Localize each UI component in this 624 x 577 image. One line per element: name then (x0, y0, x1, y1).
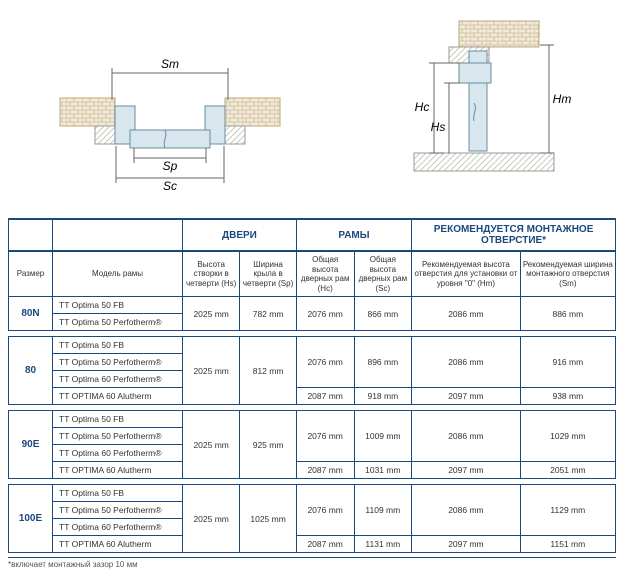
label-hs: Hs (431, 120, 446, 134)
model-cell: TT Optima 50 Perfotherm® (53, 354, 183, 371)
sc-cell: 1009 mm (354, 411, 412, 462)
header-doors: ДВЕРИ (183, 219, 297, 251)
model-cell: TT OPTIMA 60 Alutherm (53, 462, 183, 479)
header-blank1 (9, 219, 53, 251)
table-row: TT OPTIMA 60 Alutherm 2087 mm918 mm2097 m… (9, 388, 616, 405)
size-cell: 90E (9, 411, 53, 479)
label-hc: Hc (415, 100, 430, 114)
header-opening: РЕКОМЕНДУЕТСЯ МОНТАЖНОЕ ОТВЕРСТИЕ* (412, 219, 616, 251)
model-cell: TT Optima 50 FB (53, 411, 183, 428)
table-row: 80TT Optima 50 FB2025 mm812 mm2076 mm896… (9, 337, 616, 354)
sc-cell: 1031 mm (354, 462, 412, 479)
sm-cell: 886 mm (520, 297, 615, 331)
label-sc: Sc (163, 179, 177, 193)
label-sp: Sp (163, 159, 178, 173)
model-cell: TT Optima 60 Perfotherm® (53, 445, 183, 462)
header-sub-row: Размер Модель рамы Высота створки в четв… (9, 251, 616, 297)
header-hm: Рекомендуемая высота отверстия для устан… (412, 251, 521, 297)
sm-cell: 916 mm (520, 337, 615, 388)
table-row: 80NTT Optima 50 FB2025 mm782 mm2076 mm86… (9, 297, 616, 314)
header-hs: Высота створки в четверти (Hs) (183, 251, 240, 297)
hc-cell: 2076 mm (296, 411, 354, 462)
hm-cell: 2086 mm (412, 411, 521, 462)
hc-cell: 2087 mm (296, 388, 354, 405)
model-cell: TT Optima 60 Perfotherm® (53, 371, 183, 388)
hc-cell: 2087 mm (296, 462, 354, 479)
label-sm: Sm (161, 57, 179, 71)
model-cell: TT OPTIMA 60 Alutherm (53, 536, 183, 553)
sm-cell: 2051 mm (520, 462, 615, 479)
model-cell: TT Optima 50 Perfotherm® (53, 314, 183, 331)
hc-cell: 2076 mm (296, 485, 354, 536)
diagram-section: Hc Hs Hm (374, 13, 574, 203)
label-hm: Hm (553, 92, 572, 106)
diagrams-row: Sm Sp Sc Hc (8, 8, 616, 208)
hc-cell: 2076 mm (296, 337, 354, 388)
model-cell: TT Optima 50 Perfotherm® (53, 428, 183, 445)
model-cell: TT Optima 50 Perfotherm® (53, 502, 183, 519)
model-cell: TT Optima 60 Perfotherm® (53, 519, 183, 536)
table-row: 90ETT Optima 50 FB2025 mm925 mm2076 mm10… (9, 411, 616, 428)
model-cell: TT Optima 50 FB (53, 297, 183, 314)
model-cell: TT Optima 50 FB (53, 485, 183, 502)
footnote: *включает монтажный зазор 10 мм (8, 557, 616, 569)
diagram-plan-svg: Sm Sp Sc (50, 18, 290, 198)
hm-cell: 2086 mm (412, 337, 521, 388)
table-row: TT OPTIMA 60 Alutherm 2087 mm1131 mm2097 … (9, 536, 616, 553)
table-body: 80NTT Optima 50 FB2025 mm782 mm2076 mm86… (9, 297, 616, 553)
sm-cell: 1151 mm (520, 536, 615, 553)
sm-cell: 1129 mm (520, 485, 615, 536)
sc-cell: 1131 mm (354, 536, 412, 553)
hm-cell: 2097 mm (412, 462, 521, 479)
hs-cell: 2025 mm (183, 297, 240, 331)
hs-cell: 2025 mm (183, 485, 240, 553)
model-cell: TT OPTIMA 60 Alutherm (53, 388, 183, 405)
table-row: 100ETT Optima 50 FB2025 mm1025 mm2076 mm… (9, 485, 616, 502)
diagram-section-svg: Hc Hs Hm (374, 13, 574, 203)
hc-cell: 2076 mm (296, 297, 354, 331)
header-hc: Общая высота дверных рам (Hc) (296, 251, 354, 297)
sc-cell: 918 mm (354, 388, 412, 405)
dimensions-table: ДВЕРИ РАМЫ РЕКОМЕНДУЕТСЯ МОНТАЖНОЕ ОТВЕР… (8, 218, 616, 553)
sm-cell: 938 mm (520, 388, 615, 405)
header-group-row: ДВЕРИ РАМЫ РЕКОМЕНДУЕТСЯ МОНТАЖНОЕ ОТВЕР… (9, 219, 616, 251)
sp-cell: 812 mm (240, 337, 296, 405)
hs-cell: 2025 mm (183, 411, 240, 479)
header-sm: Рекомендуемая ширина монтажного отверсти… (520, 251, 615, 297)
header-frames: РАМЫ (296, 219, 411, 251)
hm-cell: 2097 mm (412, 536, 521, 553)
header-sp: Ширина крыла в четверти (Sp) (240, 251, 296, 297)
header-model: Модель рамы (53, 251, 183, 297)
hm-cell: 2086 mm (412, 485, 521, 536)
sm-cell: 1029 mm (520, 411, 615, 462)
table-row: TT OPTIMA 60 Alutherm 2087 mm1031 mm2097 … (9, 462, 616, 479)
sc-cell: 866 mm (354, 297, 412, 331)
size-cell: 80 (9, 337, 53, 405)
header-sc: Общая высота дверных рам (Sc) (354, 251, 412, 297)
diagram-plan: Sm Sp Sc (50, 18, 290, 198)
hm-cell: 2097 mm (412, 388, 521, 405)
sc-cell: 896 mm (354, 337, 412, 388)
size-cell: 100E (9, 485, 53, 553)
model-cell: TT Optima 50 FB (53, 337, 183, 354)
hs-cell: 2025 mm (183, 337, 240, 405)
sp-cell: 925 mm (240, 411, 296, 479)
sp-cell: 1025 mm (240, 485, 296, 553)
header-blank2 (53, 219, 183, 251)
hc-cell: 2087 mm (296, 536, 354, 553)
header-size: Размер (9, 251, 53, 297)
sc-cell: 1109 mm (354, 485, 412, 536)
hm-cell: 2086 mm (412, 297, 521, 331)
sp-cell: 782 mm (240, 297, 296, 331)
size-cell: 80N (9, 297, 53, 331)
